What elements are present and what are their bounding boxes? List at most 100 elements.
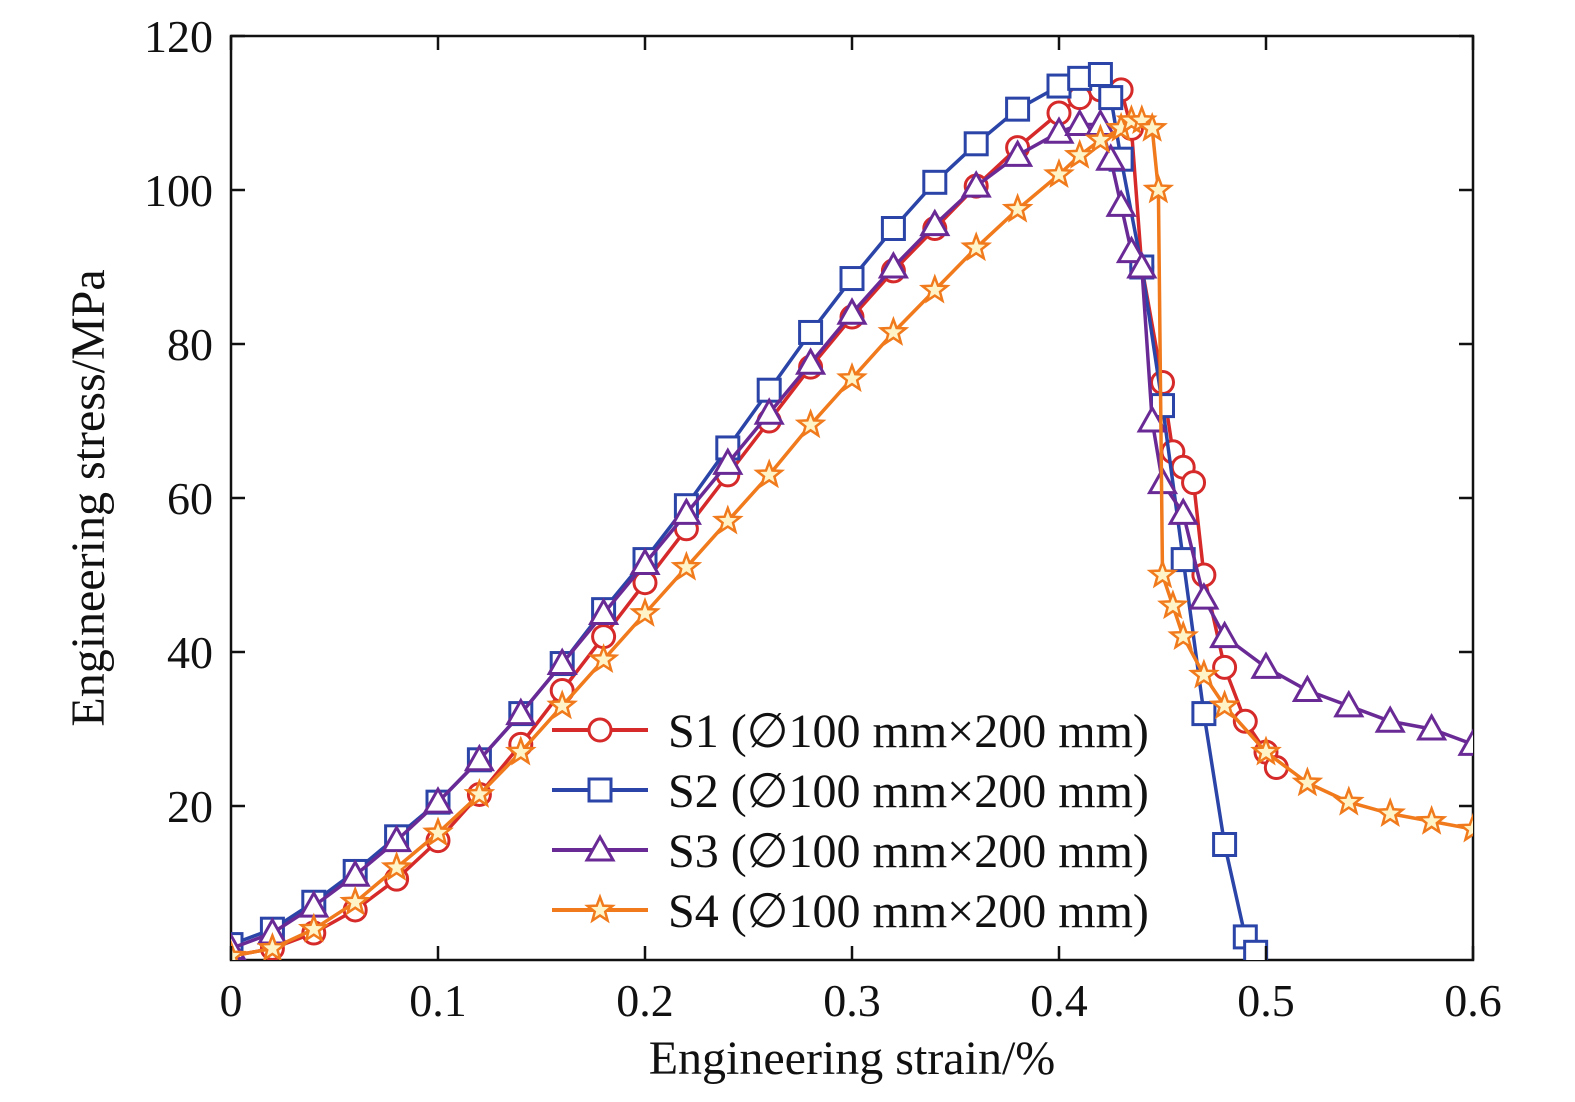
y-axis-title: Engineering stress/MPa [62, 269, 115, 726]
data-point [463, 777, 496, 808]
legend: S1 (∅100 mm×200 mm) S2 (∅100 mm×200 mm) S3… [552, 705, 1149, 938]
data-point [629, 547, 661, 575]
data-point [588, 597, 620, 625]
data-point [1374, 797, 1407, 828]
data-point [711, 504, 744, 535]
x-tick-label: 0.5 [1237, 975, 1295, 1026]
data-point [339, 859, 371, 887]
data-point [380, 851, 413, 881]
data-point [1005, 96, 1031, 122]
data-point [1291, 766, 1324, 797]
data-point [1333, 689, 1365, 718]
x-tick-label: 0.1 [409, 975, 467, 1026]
data-point [880, 216, 906, 241]
data-point [546, 647, 578, 676]
legend-item-s4: S4 (∅100 mm×200 mm) [552, 885, 1149, 938]
x-tick-label: 0.3 [823, 975, 881, 1026]
data-point [1191, 701, 1217, 727]
data-point [1415, 804, 1448, 835]
data-point [839, 266, 865, 292]
data-point [1188, 582, 1220, 610]
data-point [1146, 558, 1179, 589]
y-tick-label: 120 [144, 11, 213, 62]
data-point [1084, 123, 1117, 154]
series-s4 [231, 104, 1473, 960]
data-point [1332, 785, 1365, 816]
data-point [795, 347, 827, 375]
data-point [1181, 470, 1207, 496]
data-point [1067, 65, 1093, 91]
y-tick-label: 100 [144, 165, 213, 216]
data-point [1002, 139, 1034, 167]
y-tick-label: 40 [167, 627, 213, 678]
legend-item-s3: S3 (∅100 mm×200 mm) [552, 825, 1149, 878]
data-point [1157, 589, 1189, 620]
data-point [1136, 404, 1168, 433]
data-point [546, 689, 579, 720]
legend-marker [587, 777, 613, 803]
data-point [1087, 62, 1113, 87]
data-point [1043, 158, 1075, 188]
data-point [463, 743, 495, 772]
data-point [1136, 111, 1168, 142]
data-point [1142, 173, 1175, 204]
x-tick-label: 0.2 [616, 975, 674, 1026]
y-tick-label: 80 [167, 319, 213, 370]
y-tick-label: 20 [167, 781, 213, 832]
legend-label: S3 (∅100 mm×200 mm) [668, 825, 1149, 878]
data-point [963, 131, 989, 157]
data-point [504, 735, 537, 766]
data-point [1167, 497, 1199, 525]
legend-label: S4 (∅100 mm×200 mm) [668, 885, 1149, 938]
data-point [836, 362, 868, 393]
data-point [297, 912, 330, 943]
data-point [794, 408, 827, 439]
data-point [960, 170, 992, 198]
data-point [798, 319, 824, 345]
data-point [1105, 189, 1137, 217]
data-point [1374, 705, 1406, 733]
legend-item-s2: S2 (∅100 mm×200 mm) [552, 765, 1149, 818]
data-point [670, 550, 703, 581]
data-point [1250, 651, 1282, 679]
data-point [1064, 108, 1096, 137]
x-axis-title: Engineering strain/% [649, 1032, 1056, 1085]
data-point [505, 697, 537, 726]
data-point [670, 497, 702, 525]
data-point [1043, 116, 1075, 144]
x-tick-label: 0.4 [1030, 975, 1088, 1026]
series-layer [231, 62, 1473, 960]
data-point [1098, 85, 1124, 111]
legend-label: S1 (∅100 mm×200 mm) [668, 705, 1149, 758]
data-point [1126, 250, 1158, 279]
legend-marker [584, 833, 616, 862]
data-point [1250, 735, 1282, 766]
data-point [1167, 620, 1200, 650]
data-point [836, 297, 868, 325]
x-tick-label: 0 [220, 975, 243, 1026]
data-point [1150, 370, 1175, 395]
legend-marker [587, 717, 613, 743]
data-point [1212, 832, 1238, 857]
data-point [1115, 235, 1148, 264]
data-point [1188, 658, 1220, 689]
x-tick-label: 0.6 [1444, 975, 1502, 1026]
data-point [339, 885, 372, 916]
data-point [1209, 620, 1241, 649]
data-point [877, 250, 909, 279]
data-point [629, 596, 661, 627]
data-point [877, 315, 910, 346]
data-point [1232, 708, 1258, 734]
data-point [753, 458, 786, 489]
data-point [587, 643, 620, 674]
data-point [1416, 712, 1448, 741]
data-point [422, 786, 454, 814]
series-s3 [231, 108, 1473, 960]
data-point [1063, 138, 1096, 169]
data-point [256, 931, 289, 960]
legend-marker [584, 893, 616, 924]
data-point [1457, 728, 1473, 756]
data-point [422, 816, 454, 847]
legend-item-s1: S1 (∅100 mm×200 mm) [552, 705, 1149, 758]
